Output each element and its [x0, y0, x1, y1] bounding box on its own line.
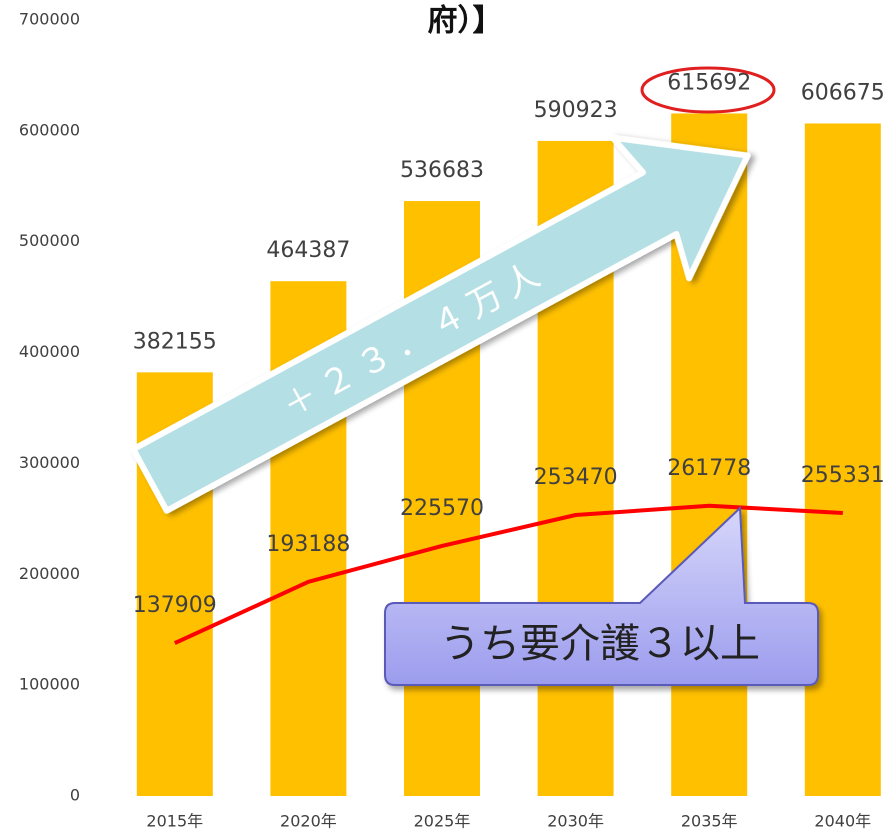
y-tick-label: 0	[70, 786, 80, 805]
bar-value-label: 606675	[801, 80, 885, 105]
line-value-label: 137909	[133, 593, 217, 618]
y-tick-label: 200000	[19, 564, 80, 583]
arrow-shape	[130, 134, 751, 514]
callout	[384, 505, 819, 686]
bar-value-label: 615692	[667, 70, 751, 95]
line-value-label: 225570	[400, 496, 484, 521]
y-tick-label: 500000	[19, 231, 80, 250]
line	[173, 503, 843, 645]
y-tick-label: 700000	[19, 10, 80, 29]
bar-value-label: 382155	[133, 329, 217, 354]
chart-title: 府）】	[428, 4, 503, 39]
callout-shape	[384, 505, 819, 686]
x-tick-label: 2035年	[681, 812, 738, 831]
x-tick-label: 2015年	[146, 812, 203, 831]
bar-value-label: 590923	[534, 98, 618, 123]
bar-value-label: 536683	[400, 158, 484, 183]
y-tick-label: 400000	[19, 342, 80, 361]
y-tick-label: 600000	[19, 120, 80, 139]
x-tick-label: 2025年	[414, 812, 471, 831]
y-tick-label: 300000	[19, 453, 80, 472]
y-tick-label: 100000	[19, 675, 80, 694]
callout-label: うち要介護３以上	[440, 621, 760, 667]
highlight-ellipse	[640, 66, 776, 114]
x-tick-label: 2030年	[547, 812, 604, 831]
bar-value-label: 464387	[266, 238, 350, 263]
line-value-label: 193188	[266, 532, 350, 557]
x-tick-label: 2020年	[280, 812, 337, 831]
x-tick-label: 2040年	[814, 812, 871, 831]
line-value-label: 261778	[667, 456, 751, 481]
plot-area: 0 100000 200000 300000 400000 500000 600000 700…	[19, 10, 885, 831]
line-value-label: 255331	[801, 463, 885, 488]
line-value-label: 253470	[534, 465, 618, 490]
bar	[804, 123, 881, 797]
